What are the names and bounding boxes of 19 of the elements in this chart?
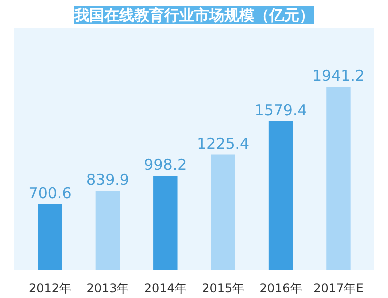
bar (96, 191, 120, 270)
bar (154, 176, 178, 270)
x-tick-label: 2013年 (86, 282, 130, 296)
data-label: 700.6 (28, 184, 72, 202)
x-tick-label: 2017年E (314, 282, 364, 296)
data-label: 1225.4 (197, 134, 250, 153)
x-tick-label: 2012年 (29, 282, 72, 296)
bar (326, 87, 351, 270)
x-tick-label: 2016年 (260, 282, 302, 296)
data-label: 1941.2 (312, 67, 365, 86)
data-label: 1579.4 (254, 101, 308, 120)
data-label: 839.9 (86, 171, 130, 190)
x-tick-label: 2015年 (202, 282, 245, 296)
bar (38, 204, 62, 270)
data-label: 998.2 (144, 156, 188, 174)
x-tick-label: 2014年 (144, 282, 187, 296)
bar (268, 121, 294, 270)
chart-title: 我国在线教育行业市场规模（亿元） (74, 6, 314, 24)
bar (211, 154, 236, 270)
